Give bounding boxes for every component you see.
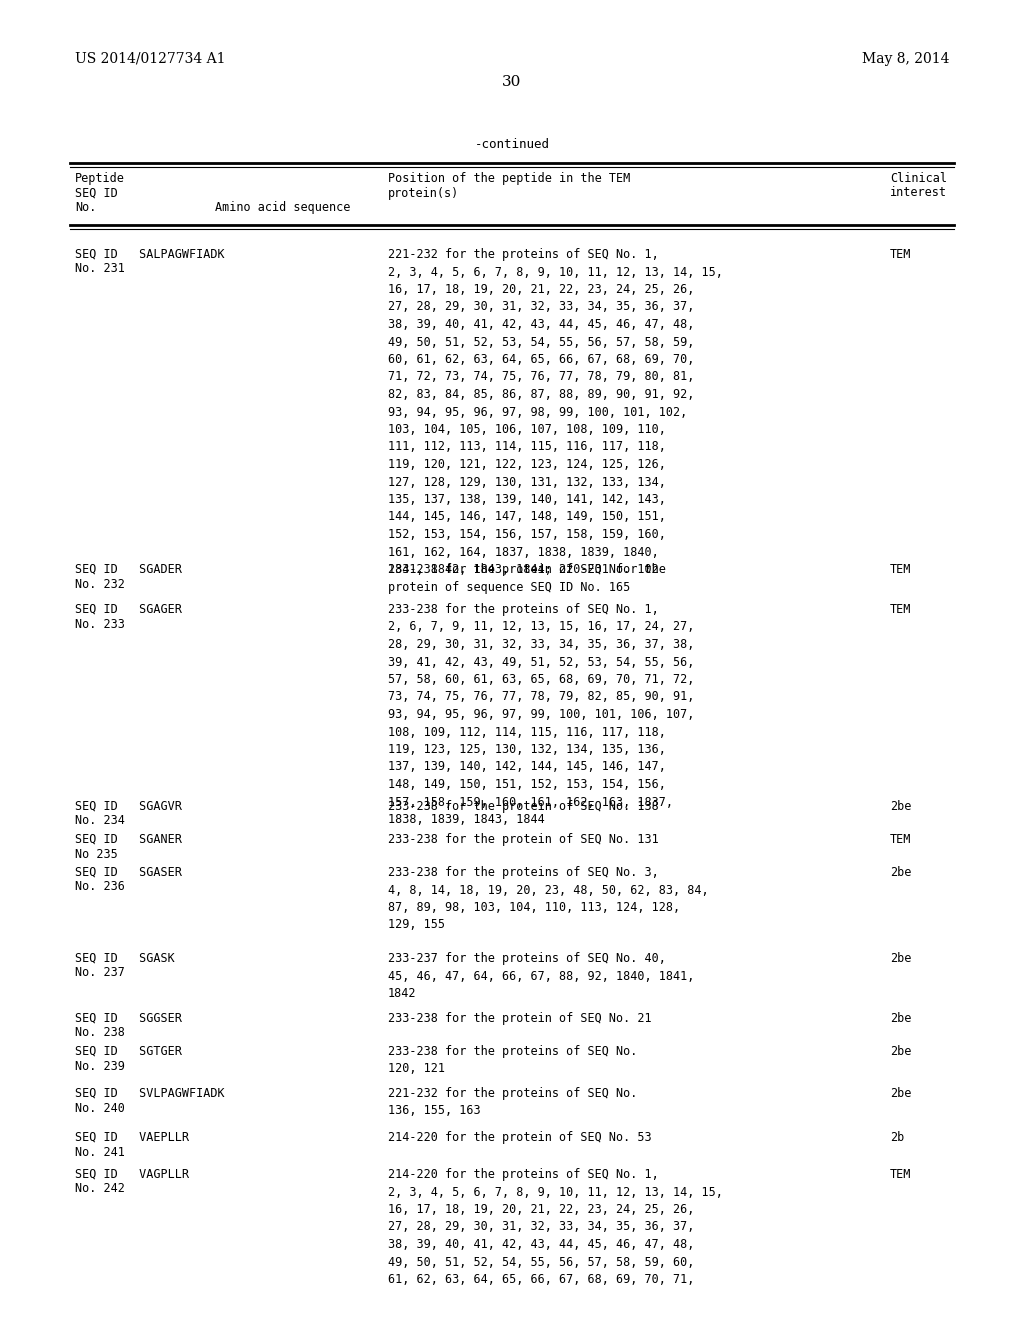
- Text: 2be: 2be: [890, 952, 911, 965]
- Text: SEQ ID   SGTGER: SEQ ID SGTGER: [75, 1045, 182, 1059]
- Text: No. 231: No. 231: [75, 263, 125, 276]
- Text: SEQ ID   SGASK: SEQ ID SGASK: [75, 952, 175, 965]
- Text: No. 232: No. 232: [75, 578, 125, 590]
- Text: protein(s): protein(s): [388, 186, 459, 199]
- Text: SEQ ID   VAGPLLR: SEQ ID VAGPLLR: [75, 1168, 189, 1181]
- Text: TEM: TEM: [890, 833, 911, 846]
- Text: SEQ ID   SGANER: SEQ ID SGANER: [75, 833, 182, 846]
- Text: SEQ ID: SEQ ID: [75, 186, 118, 199]
- Text: 2be: 2be: [890, 800, 911, 813]
- Text: 214-220 for the protein of SEQ No. 53: 214-220 for the protein of SEQ No. 53: [388, 1131, 651, 1144]
- Text: 233-238 for the protein of SEQ No. 138: 233-238 for the protein of SEQ No. 138: [388, 800, 658, 813]
- Text: No.: No.: [75, 201, 96, 214]
- Text: No. 240: No. 240: [75, 1101, 125, 1114]
- Text: SEQ ID   SGGSER: SEQ ID SGGSER: [75, 1012, 182, 1026]
- Text: SEQ ID   SGAGVR: SEQ ID SGAGVR: [75, 800, 182, 813]
- Text: 233-238 for the proteins of SEQ No. 1,
2, 6, 7, 9, 11, 12, 13, 15, 16, 17, 24, 2: 233-238 for the proteins of SEQ No. 1, 2…: [388, 603, 694, 826]
- Text: 233-237 for the proteins of SEQ No. 40,
45, 46, 47, 64, 66, 67, 88, 92, 1840, 18: 233-237 for the proteins of SEQ No. 40, …: [388, 952, 694, 1001]
- Text: 233-238 for the protein of SEQ No. 21: 233-238 for the protein of SEQ No. 21: [388, 1012, 651, 1026]
- Text: No 235: No 235: [75, 847, 118, 861]
- Text: No. 233: No. 233: [75, 618, 125, 631]
- Text: Clinical: Clinical: [890, 172, 947, 185]
- Text: -continued: -continued: [474, 139, 550, 150]
- Text: TEM: TEM: [890, 603, 911, 616]
- Text: 221-232 for the proteins of SEQ No. 1,
2, 3, 4, 5, 6, 7, 8, 9, 10, 11, 12, 13, 1: 221-232 for the proteins of SEQ No. 1, 2…: [388, 248, 723, 594]
- Text: No. 241: No. 241: [75, 1146, 125, 1159]
- Text: TEM: TEM: [890, 248, 911, 261]
- Text: SEQ ID   SALPAGWFIADK: SEQ ID SALPAGWFIADK: [75, 248, 224, 261]
- Text: 233-238 for the protein of SEQ No. 131: 233-238 for the protein of SEQ No. 131: [388, 833, 658, 846]
- Text: No. 238: No. 238: [75, 1027, 125, 1040]
- Text: No. 237: No. 237: [75, 966, 125, 979]
- Text: Peptide: Peptide: [75, 172, 125, 185]
- Text: TEM: TEM: [890, 1168, 911, 1181]
- Text: SEQ ID   SGASER: SEQ ID SGASER: [75, 866, 182, 879]
- Text: SEQ ID   VAEPLLR: SEQ ID VAEPLLR: [75, 1131, 189, 1144]
- Text: 2be: 2be: [890, 1045, 911, 1059]
- Text: 2b: 2b: [890, 1131, 904, 1144]
- Text: interest: interest: [890, 186, 947, 199]
- Text: Position of the peptide in the TEM: Position of the peptide in the TEM: [388, 172, 630, 185]
- Text: 2be: 2be: [890, 1012, 911, 1026]
- Text: No. 242: No. 242: [75, 1183, 125, 1196]
- Text: 233-238 for the protein of SEQ No. 102: 233-238 for the protein of SEQ No. 102: [388, 564, 658, 576]
- Text: 233-238 for the proteins of SEQ No. 3,
4, 8, 14, 18, 19, 20, 23, 48, 50, 62, 83,: 233-238 for the proteins of SEQ No. 3, 4…: [388, 866, 709, 932]
- Text: 214-220 for the proteins of SEQ No. 1,
2, 3, 4, 5, 6, 7, 8, 9, 10, 11, 12, 13, 1: 214-220 for the proteins of SEQ No. 1, 2…: [388, 1168, 723, 1286]
- Text: 2be: 2be: [890, 1086, 911, 1100]
- Text: No. 239: No. 239: [75, 1060, 125, 1072]
- Text: SEQ ID   SGAGER: SEQ ID SGAGER: [75, 603, 182, 616]
- Text: US 2014/0127734 A1: US 2014/0127734 A1: [75, 51, 225, 66]
- Text: Amino acid sequence: Amino acid sequence: [215, 201, 350, 214]
- Text: 30: 30: [503, 75, 521, 88]
- Text: SEQ ID   SGADER: SEQ ID SGADER: [75, 564, 182, 576]
- Text: 221-232 for the proteins of SEQ No.
136, 155, 163: 221-232 for the proteins of SEQ No. 136,…: [388, 1086, 637, 1118]
- Text: 2be: 2be: [890, 866, 911, 879]
- Text: No. 234: No. 234: [75, 814, 125, 828]
- Text: 233-238 for the proteins of SEQ No.
120, 121: 233-238 for the proteins of SEQ No. 120,…: [388, 1045, 637, 1076]
- Text: No. 236: No. 236: [75, 880, 125, 894]
- Text: SEQ ID   SVLPAGWFIADK: SEQ ID SVLPAGWFIADK: [75, 1086, 224, 1100]
- Text: TEM: TEM: [890, 564, 911, 576]
- Text: May 8, 2014: May 8, 2014: [861, 51, 949, 66]
